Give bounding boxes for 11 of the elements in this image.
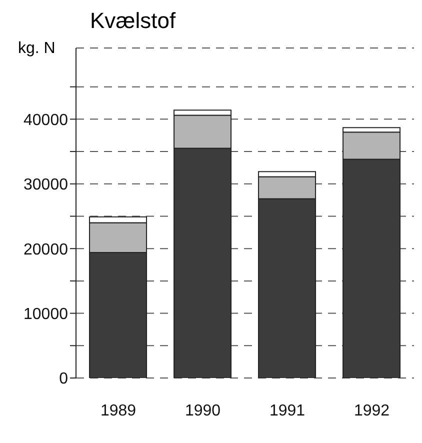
x-tick-label: 1990 — [184, 402, 221, 420]
y-axis-title: kg. N — [18, 40, 56, 58]
chart-title: Kvælstof — [90, 8, 176, 34]
y-tick-label: 0 — [59, 370, 68, 388]
y-tick-label: 40000 — [24, 112, 68, 129]
y-tick-label: 20000 — [24, 241, 68, 258]
y-tick-label: 30000 — [24, 176, 68, 194]
x-tick-label: 1989 — [100, 402, 136, 420]
x-tick-label: 1992 — [354, 402, 390, 420]
x-tick-label: 1991 — [269, 402, 306, 420]
y-tick-label: 10000 — [24, 306, 68, 323]
